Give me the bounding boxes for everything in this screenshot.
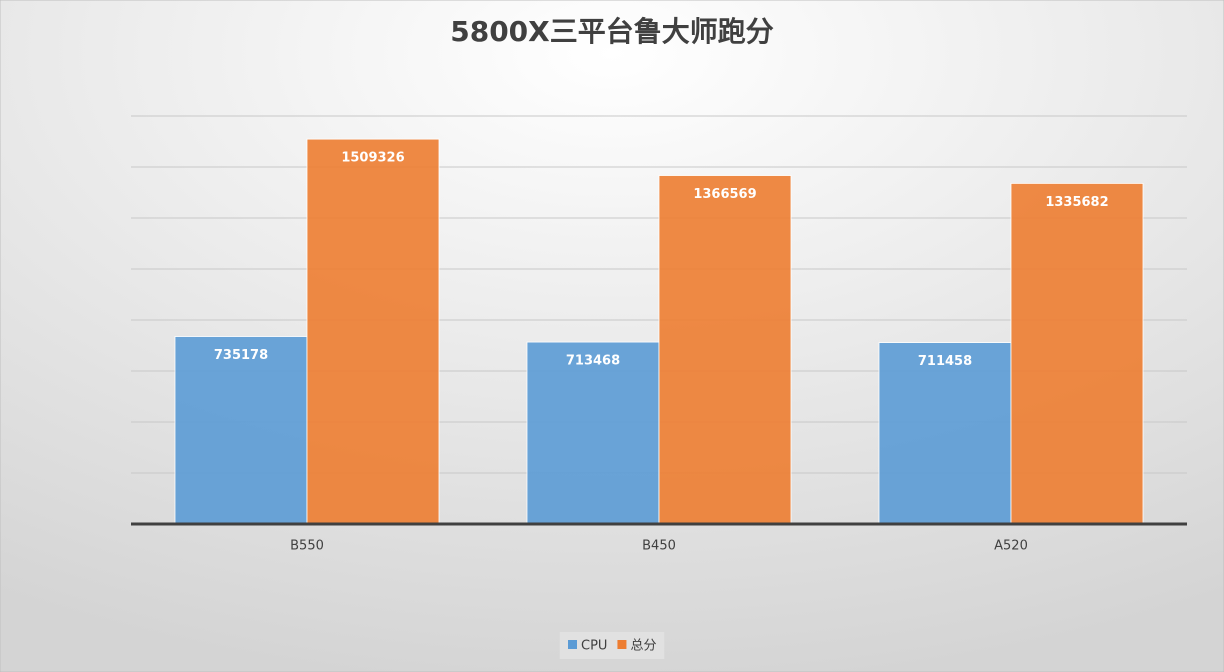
bar — [1010, 183, 1144, 525]
x-tick-label: B450 — [642, 539, 676, 554]
data-label: 711458 — [918, 354, 972, 369]
legend-swatch — [617, 640, 627, 649]
legend-label: CPU — [581, 639, 607, 654]
bar — [658, 175, 792, 525]
x-tick-label: A520 — [994, 539, 1028, 554]
x-tick-label: B550 — [290, 539, 324, 554]
bar — [878, 342, 1012, 525]
data-label: 1509326 — [341, 151, 404, 166]
data-label: 1366569 — [693, 187, 756, 202]
data-label: 735178 — [214, 348, 268, 363]
bar — [174, 336, 308, 525]
legend-box — [559, 632, 665, 659]
data-label: 1335682 — [1045, 195, 1108, 210]
legend-swatch — [568, 640, 577, 649]
legend-label: 总分 — [630, 639, 656, 654]
data-label: 713468 — [566, 354, 620, 369]
bar — [306, 138, 440, 525]
chart-title: 5800X三平台鲁大师跑分 — [450, 15, 774, 48]
bar — [526, 341, 660, 525]
